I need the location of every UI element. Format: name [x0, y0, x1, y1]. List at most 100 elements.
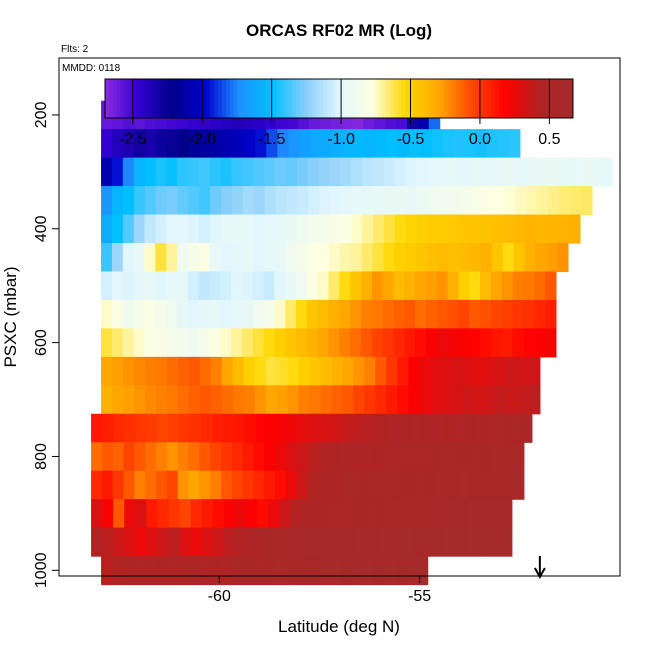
heatmap-cell	[102, 413, 114, 443]
heatmap-cell	[425, 299, 438, 329]
heatmap-cell	[438, 157, 450, 187]
colorbar-tick-label: -1.0	[327, 131, 355, 148]
heatmap-cell	[235, 527, 247, 557]
heatmap-cell	[534, 299, 546, 329]
heatmap-cell	[199, 186, 211, 216]
heatmap-cell	[502, 470, 514, 500]
heatmap-cell	[146, 527, 159, 557]
colorbar-swatch	[374, 79, 379, 118]
y-tick-label: 1000	[33, 552, 50, 588]
heatmap-cell	[361, 243, 374, 273]
heatmap-cell	[246, 499, 258, 529]
heatmap-cell	[450, 186, 462, 216]
heatmap-cell	[101, 129, 113, 159]
heatmap-cell	[188, 442, 200, 472]
heatmap-cell	[285, 157, 298, 187]
heatmap-cell	[209, 214, 222, 244]
heatmap-cell	[166, 214, 178, 244]
heatmap-cell	[133, 328, 145, 358]
heatmap-cell	[155, 186, 168, 216]
colorbar-swatch	[350, 79, 356, 118]
heatmap-cell	[257, 527, 269, 557]
colorbar-swatch	[105, 79, 110, 118]
colorbar-swatch	[440, 79, 445, 118]
heatmap-cell	[278, 413, 291, 443]
heatmap-cell	[200, 129, 212, 159]
heatmap-cell	[425, 328, 438, 358]
heatmap-cell	[382, 299, 395, 329]
colorbar-swatch	[557, 79, 562, 118]
colorbar-swatch	[526, 79, 531, 118]
heatmap-cell	[231, 271, 243, 301]
heatmap-cell	[166, 299, 178, 329]
heatmap-cell	[394, 470, 406, 500]
heatmap-cell	[344, 413, 357, 443]
heatmap-cell	[343, 129, 356, 159]
heatmap-cell	[480, 470, 492, 500]
heatmap-cell	[318, 442, 330, 472]
heatmap-cell	[492, 214, 505, 244]
heatmap-cell	[504, 186, 517, 216]
heatmap-cell	[470, 243, 482, 273]
heatmap-cell	[188, 157, 200, 187]
colorbar-swatch	[214, 79, 219, 118]
heatmap-cell	[449, 214, 461, 244]
colorbar-swatch	[276, 79, 281, 118]
heatmap-cell	[508, 129, 521, 159]
colorbar-swatch	[405, 79, 410, 118]
colorbar-swatch	[561, 79, 566, 118]
heatmap-cell	[145, 470, 157, 500]
heatmap-cell	[447, 328, 460, 358]
colorbar-swatch	[268, 79, 274, 118]
heatmap-cell	[177, 356, 190, 386]
heatmap-cell	[223, 413, 235, 443]
heatmap-cell	[361, 442, 373, 472]
colorbar-swatch	[120, 79, 125, 118]
heatmap-cell	[297, 556, 309, 586]
heatmap-cell	[135, 499, 148, 529]
heatmap-cell	[445, 499, 458, 529]
heatmap-cell	[285, 470, 298, 500]
heatmap-cell	[372, 442, 384, 472]
heatmap-cell	[253, 442, 265, 472]
heatmap-cell	[426, 470, 438, 500]
heatmap-cell	[441, 356, 453, 386]
heatmap-cell	[513, 470, 525, 500]
heatmap-cell	[371, 328, 384, 358]
heatmap-cell	[263, 299, 275, 329]
heatmap-cell	[102, 527, 114, 557]
heatmap-cell	[456, 499, 469, 529]
colorbar-swatch	[194, 79, 200, 118]
heatmap-cell	[212, 499, 225, 529]
heatmap-cell	[101, 186, 113, 216]
heatmap-cell	[111, 243, 124, 273]
heatmap-cell	[242, 157, 254, 187]
heatmap-cell	[264, 186, 277, 216]
heatmap-cell	[274, 328, 286, 358]
heatmap-cell	[412, 499, 424, 529]
heatmap-cell	[372, 470, 384, 500]
heatmap-cell	[312, 499, 325, 529]
heatmap-cell	[469, 299, 481, 329]
heatmap-cell	[397, 356, 409, 386]
colorbar-swatch	[210, 79, 215, 118]
colorbar-swatch	[323, 79, 328, 118]
heatmap-cell	[320, 385, 333, 415]
heatmap-cell	[537, 186, 549, 216]
colorbar-swatch	[229, 79, 235, 118]
heatmap-cell	[296, 157, 309, 187]
heatmap-cell	[286, 186, 299, 216]
heatmap-cell	[253, 186, 266, 216]
heatmap-cell	[111, 328, 124, 358]
heatmap-cell	[187, 299, 200, 329]
heatmap-cell	[252, 299, 265, 329]
heatmap-cell	[331, 385, 344, 415]
y-tick-label: 200	[33, 101, 50, 128]
colorbar-swatch	[257, 79, 262, 118]
colorbar-tick-label: -0.5	[397, 131, 425, 148]
heatmap-cell	[360, 271, 373, 301]
heatmap-cell	[474, 385, 486, 415]
heatmap-cell	[423, 499, 435, 529]
heatmap-cell	[419, 356, 431, 386]
heatmap-cell	[456, 527, 469, 557]
